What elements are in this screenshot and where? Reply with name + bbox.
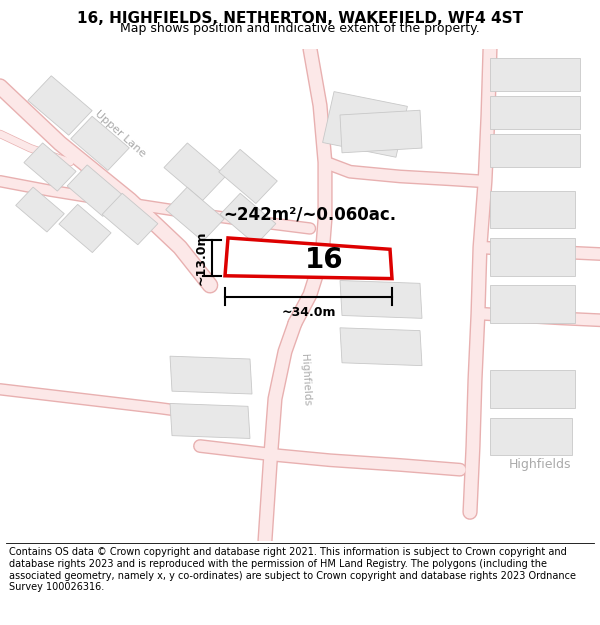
Polygon shape (340, 328, 422, 366)
Polygon shape (166, 188, 224, 241)
Text: Map shows position and indicative extent of the property.: Map shows position and indicative extent… (120, 22, 480, 35)
Text: Upper Lane: Upper Lane (93, 109, 147, 159)
Polygon shape (490, 58, 580, 91)
Polygon shape (490, 285, 575, 323)
Polygon shape (490, 134, 580, 167)
Polygon shape (225, 238, 392, 279)
Polygon shape (490, 238, 575, 276)
Text: 16: 16 (304, 246, 343, 274)
Polygon shape (102, 193, 158, 245)
Polygon shape (220, 193, 276, 245)
Polygon shape (490, 191, 575, 229)
Polygon shape (16, 187, 64, 232)
Polygon shape (340, 281, 422, 318)
Text: 16, HIGHFIELDS, NETHERTON, WAKEFIELD, WF4 4ST: 16, HIGHFIELDS, NETHERTON, WAKEFIELD, WF… (77, 11, 523, 26)
Polygon shape (490, 96, 580, 129)
Polygon shape (28, 76, 92, 135)
Text: ~242m²/~0.060ac.: ~242m²/~0.060ac. (223, 205, 397, 223)
Text: Highfields: Highfields (299, 354, 311, 406)
Polygon shape (71, 116, 129, 171)
Polygon shape (24, 143, 76, 191)
Polygon shape (170, 356, 252, 394)
Text: Contains OS data © Crown copyright and database right 2021. This information is : Contains OS data © Crown copyright and d… (9, 548, 576, 592)
Polygon shape (164, 143, 226, 201)
Text: ~13.0m: ~13.0m (195, 231, 208, 285)
Polygon shape (323, 92, 407, 158)
Polygon shape (490, 418, 572, 456)
Text: Highfields: Highfields (509, 459, 571, 471)
Polygon shape (170, 404, 250, 439)
Polygon shape (219, 149, 277, 204)
Polygon shape (340, 110, 422, 152)
Text: ~34.0m: ~34.0m (281, 306, 336, 319)
Polygon shape (67, 165, 123, 216)
Polygon shape (59, 204, 111, 252)
Polygon shape (490, 371, 575, 408)
